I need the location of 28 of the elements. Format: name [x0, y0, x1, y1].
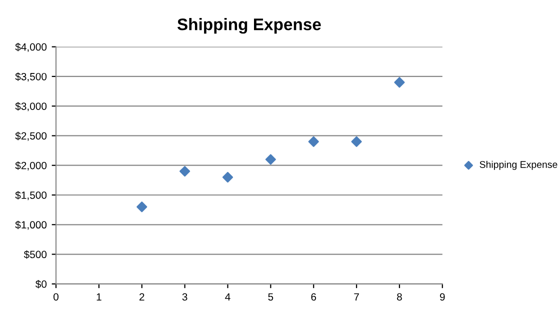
y-tick-label: $3,500	[15, 72, 47, 82]
x-tick-label: 0	[54, 293, 58, 301]
chart-title: Shipping Expense	[177, 18, 321, 34]
y-tick-label: $1,000	[15, 220, 47, 230]
x-tick-label: 9	[440, 293, 445, 301]
point	[180, 166, 190, 177]
y-tick-label: $0	[36, 280, 47, 288]
x-tick-label: 8	[397, 293, 402, 301]
x-tick-label: 6	[311, 293, 316, 301]
x-tick-label: 5	[268, 293, 274, 301]
x-tick-label: 4	[225, 293, 230, 300]
y-tick-label: $1,500	[15, 191, 47, 200]
point	[136, 202, 148, 212]
x-tick-label: 7	[354, 293, 359, 300]
point	[308, 136, 319, 147]
point	[351, 136, 362, 147]
legend-label: Shipping Expense	[480, 160, 558, 170]
point	[265, 154, 276, 165]
y-tick-label: $500	[24, 250, 47, 259]
y-tick-label: $3,000	[15, 102, 47, 112]
y-tick-label: $4,000	[15, 42, 47, 52]
y-tick-label: $2,500	[15, 132, 47, 141]
x-tick-label: 1	[96, 293, 102, 300]
point	[394, 77, 405, 88]
y-tick-label: $2,000	[15, 161, 47, 170]
point	[222, 172, 234, 183]
x-tick-label: 2	[139, 293, 144, 300]
x-tick-label: 3	[182, 293, 188, 301]
